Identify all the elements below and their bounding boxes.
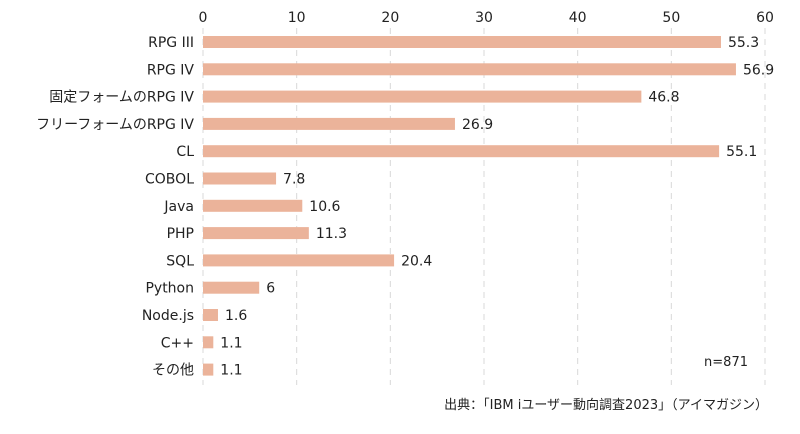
category-label: RPG III <box>148 35 194 51</box>
bar <box>203 363 214 376</box>
value-labels: 55.3 56.9 46.8 26.9 55.1 7.810.6 11.3 20.4 6 1.6 1… <box>220 35 774 379</box>
x-tick-label: 60 <box>756 10 774 26</box>
value-label: 1.1 <box>220 335 242 351</box>
category-label: Java <box>163 199 194 215</box>
value-label: 1.6 <box>225 308 247 324</box>
bar <box>203 199 303 212</box>
value-label: 11.3 <box>316 226 347 242</box>
category-label: CL <box>176 144 194 160</box>
x-axis-ticks: 0 10 20 30 40 50 60 <box>199 10 774 26</box>
bars <box>203 36 736 376</box>
x-tick-label: 20 <box>381 10 399 26</box>
category-label: その他 <box>152 363 194 379</box>
bar <box>203 90 642 103</box>
x-tick-label: 40 <box>569 10 587 26</box>
value-label: 46.8 <box>648 90 679 106</box>
grid-lines <box>202 28 766 385</box>
bar <box>203 145 720 158</box>
value-label: 55.1 <box>726 144 757 160</box>
category-label: RPG IV <box>147 62 195 78</box>
x-tick-label: 10 <box>288 10 306 26</box>
category-label: フリーフォームのRPG IV <box>36 117 194 133</box>
x-tick-label: 30 <box>475 10 493 26</box>
bar <box>203 36 721 48</box>
value-label: 10.6 <box>309 199 340 215</box>
value-label: 6 <box>266 281 275 297</box>
bar <box>203 172 277 185</box>
bar <box>203 309 218 321</box>
bar <box>203 227 309 240</box>
value-label: 20.4 <box>401 253 432 269</box>
category-label: 固定フォームのRPG IV <box>49 90 194 106</box>
x-tick-label: 50 <box>662 10 680 26</box>
source-citation: 出典：「IBM iユーザー動向調査2023」（アイマガジン） <box>444 397 768 413</box>
category-label: Node.js <box>142 308 194 324</box>
bar <box>203 63 736 76</box>
value-label: 26.9 <box>462 117 493 133</box>
x-tick-label: 0 <box>199 10 208 26</box>
value-label: 1.1 <box>220 363 242 379</box>
category-label: PHP <box>167 226 194 242</box>
category-labels: RPG III RPG IV 固定フォームのRPG IV フリーフォームのRPG IV… <box>36 35 194 379</box>
category-label: SQL <box>166 253 194 269</box>
category-label: C++ <box>161 335 194 351</box>
bar <box>203 281 260 294</box>
bar <box>203 117 455 130</box>
category-label: COBOL <box>145 172 194 188</box>
sample-size-note: n=871 <box>704 355 748 370</box>
bar <box>203 336 214 349</box>
bar <box>203 254 395 267</box>
value-label: 7.8 <box>283 172 305 188</box>
category-label: Python <box>145 281 194 297</box>
value-label: 56.9 <box>743 62 774 78</box>
value-label: 55.3 <box>728 35 759 51</box>
